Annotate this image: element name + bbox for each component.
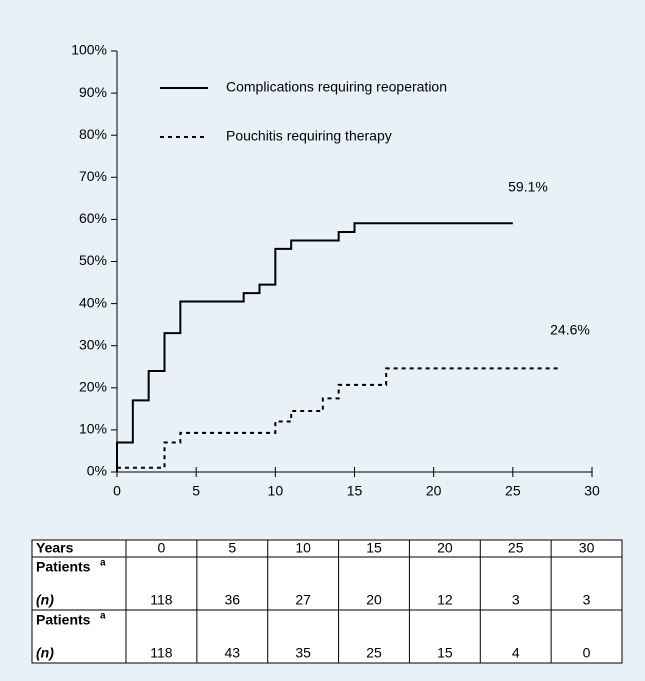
table-header: Years xyxy=(36,540,74,556)
y-tick-label: 10% xyxy=(79,421,107,437)
table-cell: 0 xyxy=(583,645,591,661)
table-cell: 3 xyxy=(512,592,520,608)
table-header: 0 xyxy=(158,540,166,556)
x-tick-label: 5 xyxy=(192,483,200,499)
table-cell: 36 xyxy=(224,592,240,608)
step-line xyxy=(117,367,561,469)
table-cell: 3 xyxy=(583,592,591,608)
x-tick-label: 15 xyxy=(347,483,363,499)
table-header: 10 xyxy=(295,540,311,556)
table-header: 20 xyxy=(437,540,453,556)
table-cell: 27 xyxy=(295,592,311,608)
x-tick-label: 20 xyxy=(426,483,442,499)
y-tick-label: 0% xyxy=(87,463,107,479)
y-tick-label: 100% xyxy=(71,42,107,58)
row-label-unit: (n) xyxy=(36,645,54,661)
table-header: 30 xyxy=(579,540,595,556)
table-frame xyxy=(31,539,623,664)
table-header: 15 xyxy=(366,540,382,556)
y-tick-label: 30% xyxy=(79,336,107,352)
step-line xyxy=(116,222,513,472)
y-tick-label: 80% xyxy=(79,126,107,142)
table-cell: 35 xyxy=(295,645,311,661)
legend-label: Pouchitis requiring therapy xyxy=(226,128,392,144)
y-tick-label: 20% xyxy=(79,379,107,395)
row-label: Patients xyxy=(36,559,91,575)
y-tick-label: 50% xyxy=(79,252,107,268)
y-tick-label: 40% xyxy=(79,294,107,310)
row-label-unit: (n) xyxy=(36,592,54,608)
table-cell: 25 xyxy=(366,645,382,661)
table-header: 5 xyxy=(228,540,236,556)
x-tick-label: 10 xyxy=(268,483,284,499)
legend-label: Complications requiring reoperation xyxy=(226,79,447,95)
row-label-sup: a xyxy=(100,611,106,622)
table-cell: 118 xyxy=(150,645,173,661)
x-tick-label: 30 xyxy=(584,483,600,499)
table-cell: 15 xyxy=(437,645,453,661)
x-tick-label: 25 xyxy=(505,483,521,499)
table-cell: 20 xyxy=(366,592,382,608)
annotation: 24.6% xyxy=(550,322,590,338)
row-label: Patients xyxy=(36,612,91,628)
y-tick-label: 60% xyxy=(79,210,107,226)
y-tick-label: 70% xyxy=(79,168,107,184)
table-header: 25 xyxy=(508,540,524,556)
row-label-sup: a xyxy=(100,558,106,569)
table-cell: 118 xyxy=(150,592,173,608)
annotation: 59.1% xyxy=(508,179,548,195)
y-tick-label: 90% xyxy=(79,84,107,100)
table-cell: 12 xyxy=(437,592,453,608)
table-cell: 43 xyxy=(224,645,240,661)
table-cell: 4 xyxy=(512,645,520,661)
x-tick-label: 0 xyxy=(113,483,121,499)
